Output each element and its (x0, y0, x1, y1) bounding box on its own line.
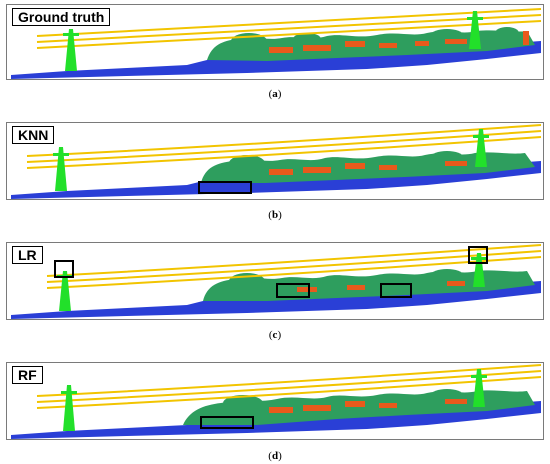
building-points (269, 399, 467, 413)
caption-d: (d) (268, 450, 282, 462)
error-highlight-box (276, 283, 310, 298)
panel-label: LR (12, 246, 43, 264)
vegetation-points (203, 269, 535, 301)
tower-points (63, 11, 483, 71)
error-highlight-box (468, 246, 488, 264)
panel-label: KNN (12, 126, 55, 144)
error-highlight-box (200, 416, 254, 429)
point-cloud-ground-truth (11, 8, 542, 79)
panel-lr: LR (6, 242, 544, 320)
error-highlight-boxes (54, 246, 488, 298)
panel-label: RF (12, 366, 43, 384)
error-highlight-box (198, 181, 252, 194)
tower-points (61, 369, 487, 431)
tower-points (53, 129, 489, 191)
panel-ground-truth: Ground truth (6, 4, 544, 80)
point-cloud-knn (11, 124, 542, 199)
caption-b: (b) (268, 209, 282, 221)
caption-c: (c) (268, 329, 282, 341)
error-highlight-box (380, 283, 412, 298)
powerline-points (36, 364, 542, 409)
building-points (269, 161, 467, 175)
panel-rf: RF (6, 362, 544, 440)
vegetation-points (201, 151, 535, 183)
error-highlight-box (54, 260, 74, 278)
building-points (297, 281, 465, 292)
panel-label: Ground truth (12, 8, 111, 26)
powerline-points (36, 8, 542, 49)
point-cloud-rf (11, 364, 542, 439)
point-cloud-lr (11, 244, 542, 319)
panel-knn: KNN (6, 122, 544, 200)
vegetation-points (207, 27, 535, 61)
powerline-points (46, 244, 542, 289)
caption-a: (a) (268, 88, 282, 100)
building-points (269, 31, 529, 53)
powerline-points (26, 124, 542, 169)
